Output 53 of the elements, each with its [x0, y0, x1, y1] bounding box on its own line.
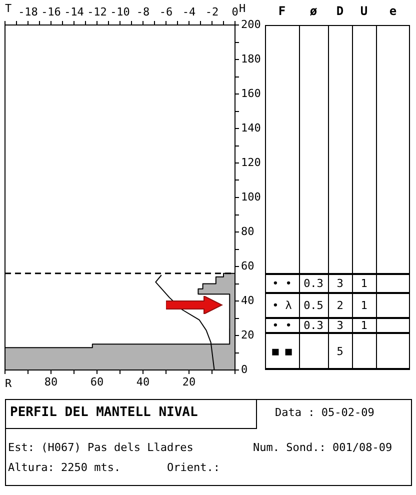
- x-tick-label: 80: [44, 375, 58, 388]
- text: 0.3: [304, 319, 324, 332]
- text: 5: [336, 345, 344, 358]
- y-tick-label: 60: [241, 259, 254, 272]
- text: • λ: [272, 299, 292, 312]
- x2-tick-label: -14: [64, 5, 84, 18]
- text: 0.3: [304, 277, 324, 290]
- text: • •: [272, 319, 292, 332]
- text: ■ ■: [272, 345, 292, 358]
- x2-tick-label: 0: [232, 5, 238, 18]
- x-tick-label: 60: [90, 375, 104, 388]
- category-label: D: [335, 4, 345, 18]
- x2-tick-label: -12: [87, 5, 107, 18]
- y-tick-label: 160: [241, 86, 261, 100]
- text: 3: [336, 277, 344, 290]
- text: 1: [360, 319, 368, 332]
- y-tick-label: 140: [241, 121, 261, 134]
- x2-tick-label: -10: [110, 5, 130, 18]
- y-tick-label: 80: [241, 224, 254, 238]
- x-axis-title: R: [5, 376, 12, 390]
- category-label: ø: [308, 4, 318, 18]
- x-tick-label: 20: [182, 375, 196, 388]
- category-label: U: [359, 4, 369, 18]
- x2-tick-label: -2: [205, 5, 219, 18]
- text: Est: (H067) Pas dels Lladres: [8, 441, 194, 454]
- text: • •: [272, 277, 292, 290]
- y-axis-title: H: [239, 2, 246, 15]
- text: 1: [360, 277, 368, 290]
- x2-tick-label: -16: [41, 5, 61, 18]
- y-tick-label: 0: [241, 362, 248, 376]
- x-tick-label: 40: [136, 375, 150, 388]
- x2-tick-label: -18: [18, 5, 38, 18]
- text: 3: [336, 319, 344, 332]
- x2-tick-label: -4: [182, 5, 196, 18]
- x2-axis-title: T: [5, 2, 12, 15]
- text: Orient.:: [167, 461, 220, 474]
- x2-tick-label: -6: [159, 5, 173, 18]
- x2-tick-label: -8: [136, 5, 150, 18]
- text: Altura: 2250 mts.: [8, 461, 121, 474]
- y-tick-label: 120: [241, 156, 261, 169]
- text: 2: [336, 299, 344, 312]
- y-tick-label: 180: [241, 52, 261, 66]
- y-tick-label: 40: [241, 294, 254, 307]
- text: Data : 05-02-09: [275, 406, 374, 419]
- y-tick-label: 200: [241, 18, 261, 31]
- y-tick-label: 20: [241, 328, 254, 342]
- text: PERFIL DEL MANTELL NIVAL: [10, 405, 198, 420]
- y-tick-label: 100: [241, 190, 261, 204]
- category-label: F: [277, 4, 287, 18]
- text: 0.5: [304, 299, 324, 312]
- category-label: e: [388, 4, 398, 18]
- text: Num. Sond.: 001/08-09: [253, 441, 392, 454]
- text: 1: [360, 299, 368, 312]
